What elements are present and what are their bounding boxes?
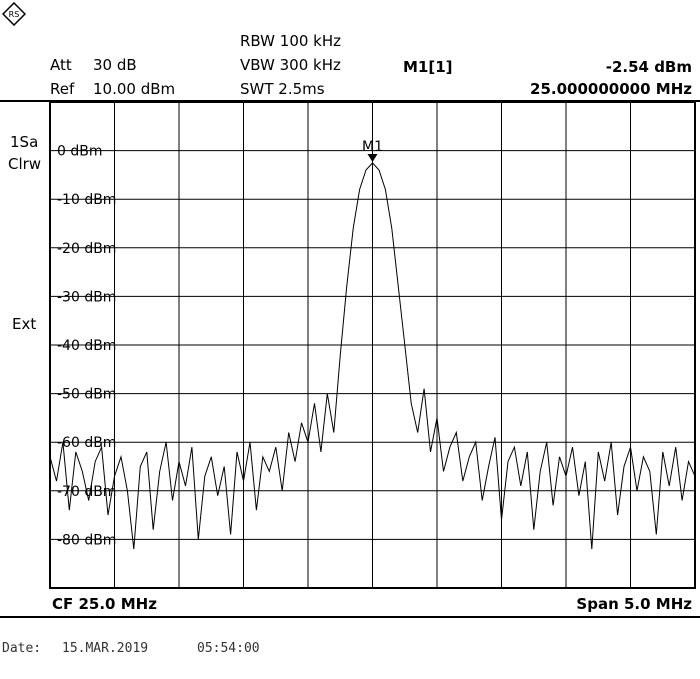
center-frequency: CF 25.0 MHz: [52, 595, 157, 613]
ref-label: Ref: [50, 80, 75, 98]
rbw-setting: RBW 100 kHz: [240, 32, 342, 50]
spectrum-trace: [49, 162, 696, 550]
marker-name-label: M1: [362, 139, 383, 155]
marker-layer: M1: [362, 139, 383, 162]
trace-layer: [49, 162, 696, 550]
y-tick-label: 0 dBm: [57, 144, 103, 160]
y-tick-label: -50 dBm: [57, 387, 116, 403]
y-tick-label: -40 dBm: [57, 338, 116, 354]
att-value: 30 dB: [93, 56, 137, 74]
marker-level: -2.54 dBm: [605, 58, 692, 76]
y-tick-label: -80 dBm: [57, 532, 116, 548]
sweep-time: SWT 2.5ms: [240, 80, 325, 98]
spectrum-plot: 0 dBm -10 dBm -20 dBm -30 dBm -40 dBm -50 dBm…: [49, 101, 696, 589]
marker-label: M1[1]: [403, 58, 453, 76]
rohde-schwarz-logo-icon: RS: [1, 1, 27, 27]
span-setting: Span 5.0 MHz: [576, 595, 692, 613]
plot-frame: [49, 101, 696, 589]
svg-text:RS: RS: [9, 10, 20, 19]
trace-label: 1Sa: [10, 133, 39, 151]
date-label: Date:: [2, 641, 42, 656]
y-tick-label: -20 dBm: [57, 241, 116, 257]
y-tick-label: -60 dBm: [57, 435, 116, 451]
y-tick-labels: 0 dBm -10 dBm -20 dBm -30 dBm -40 dBm -50 dBm…: [57, 144, 116, 549]
y-tick-label: -10 dBm: [57, 192, 116, 208]
time-value: 05:54:00: [197, 641, 260, 656]
y-tick-label: -30 dBm: [57, 289, 116, 305]
ext-label: Ext: [12, 315, 37, 333]
marker-triangle: [367, 153, 378, 162]
vbw-setting: VBW 300 kHz: [240, 56, 341, 74]
date-value: 15.MAR.2019: [62, 641, 149, 656]
ref-value: 10.00 dBm: [93, 80, 176, 98]
trace-mode: Clrw: [8, 155, 42, 173]
marker-frequency: 25.000000000 MHz: [530, 80, 692, 98]
plot-grid: [50, 101, 695, 589]
att-label: Att: [50, 56, 72, 74]
bottom-divider: [0, 616, 700, 618]
